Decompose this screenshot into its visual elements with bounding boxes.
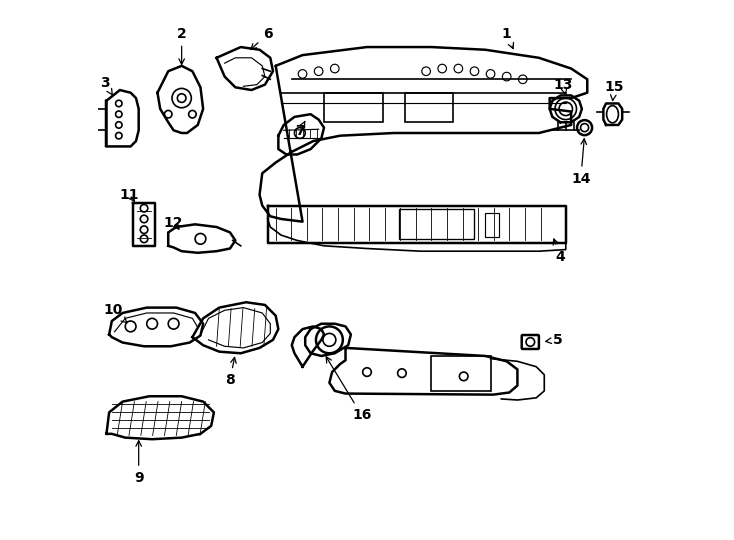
Bar bbox=[399, 210, 474, 239]
Text: 1: 1 bbox=[502, 26, 514, 49]
Bar bbox=[432, 356, 490, 391]
Text: 4: 4 bbox=[553, 239, 565, 264]
Bar bbox=[404, 93, 453, 122]
Text: 10: 10 bbox=[103, 303, 127, 323]
Text: 15: 15 bbox=[604, 80, 624, 100]
Text: 9: 9 bbox=[134, 441, 143, 485]
Text: 8: 8 bbox=[225, 357, 236, 387]
Text: 12: 12 bbox=[164, 215, 184, 230]
Bar bbox=[485, 213, 498, 237]
Text: 13: 13 bbox=[553, 78, 573, 94]
Text: 5: 5 bbox=[546, 333, 562, 347]
Text: 2: 2 bbox=[177, 26, 186, 64]
Text: 6: 6 bbox=[251, 26, 272, 50]
Text: 11: 11 bbox=[120, 188, 139, 202]
Text: 16: 16 bbox=[326, 357, 371, 422]
Text: 14: 14 bbox=[571, 139, 591, 186]
Bar bbox=[324, 93, 383, 122]
Text: 3: 3 bbox=[100, 76, 113, 95]
Text: 7: 7 bbox=[295, 122, 305, 138]
